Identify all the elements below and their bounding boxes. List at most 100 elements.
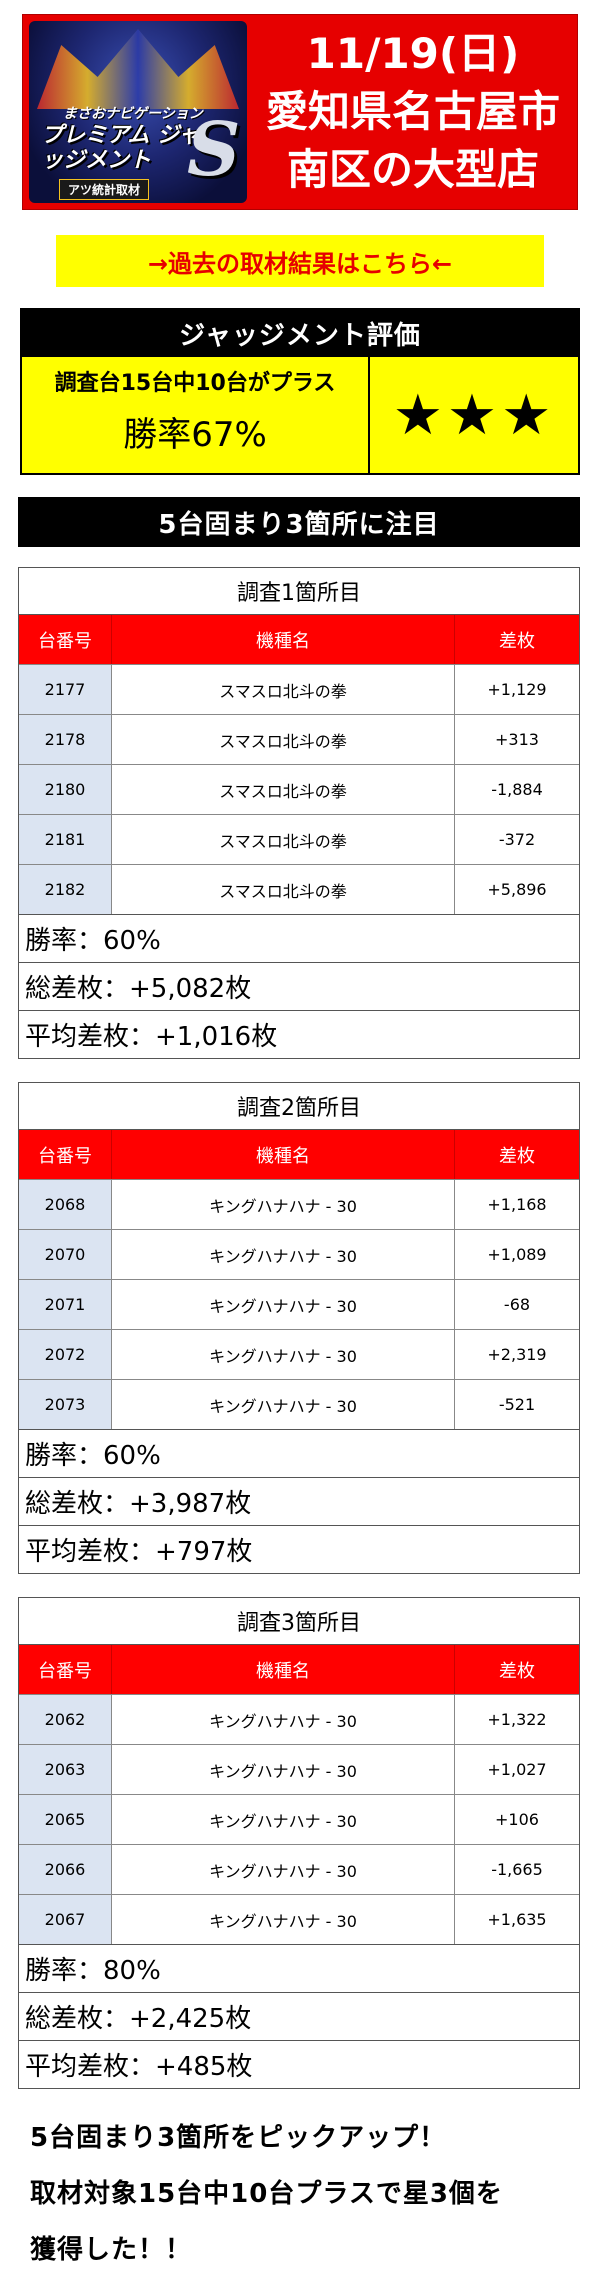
- model-name: キングハナハナ - 30: [112, 1895, 455, 1944]
- machine-no: 2070: [19, 1230, 112, 1279]
- machine-no: 2071: [19, 1280, 112, 1329]
- model-name: キングハナハナ - 30: [112, 1180, 455, 1229]
- win-rate: 勝率：80%: [19, 1944, 579, 1992]
- diff-value: +5,896: [487, 880, 547, 899]
- table-row: 2065 キングハナハナ - 30 +106: [19, 1794, 579, 1844]
- model-name: スマスロ北斗の拳: [112, 665, 455, 714]
- diff-value: -521: [498, 1395, 536, 1414]
- model-name: キングハナハナ - 30: [112, 1795, 455, 1844]
- judgement-box: ジャッジメント評価 調査台15台中10台がプラス 勝率67% ★★★: [20, 308, 580, 475]
- model-name: キングハナハナ - 30: [112, 1280, 455, 1329]
- judgement-summary: 調査台15台中10台がプラス: [54, 371, 336, 396]
- survey-block-2: 調査2箇所目 台番号 機種名 差枚 2068 キングハナハナ - 30 +1,168…: [18, 1082, 580, 1574]
- survey-title: 調査2箇所目: [19, 1083, 579, 1130]
- win-rate: 勝率：60%: [19, 914, 579, 962]
- table-row: 2178 スマスロ北斗の拳 +313: [19, 714, 579, 764]
- machine-no: 2073: [19, 1380, 112, 1429]
- table-header: 台番号 機種名 差枚: [19, 1645, 579, 1694]
- total-diff: 総差枚：+2,425枚: [19, 1992, 579, 2040]
- col-model: 機種名: [112, 1645, 455, 1694]
- diff-value: +313: [495, 730, 539, 749]
- judgement-win-rate: 勝率67%: [123, 415, 267, 455]
- win-rate: 勝率：60%: [19, 1429, 579, 1477]
- average-diff: 平均差枚：+1,016枚: [19, 1010, 579, 1058]
- col-diff: 差枚: [499, 1145, 535, 1167]
- header-banner: まさおナビゲーション プレミアム ジャッジメント S アツ統計取材 11/19(…: [22, 14, 578, 210]
- star-rating: ★★★: [370, 357, 578, 473]
- model-name: キングハナハナ - 30: [112, 1745, 455, 1794]
- machine-no: 2065: [19, 1795, 112, 1844]
- model-name: スマスロ北斗の拳: [112, 765, 455, 814]
- summary-line-2: 取材対象15台中10台プラスで星3個を: [30, 2179, 503, 2209]
- col-diff: 差枚: [499, 630, 535, 652]
- machine-no: 2068: [19, 1180, 112, 1229]
- table-row: 2072 キングハナハナ - 30 +2,319: [19, 1329, 579, 1379]
- model-name: スマスロ北斗の拳: [112, 865, 455, 914]
- diff-value: +1,168: [487, 1195, 547, 1214]
- model-name: キングハナハナ - 30: [112, 1845, 455, 1894]
- table-row: 2063 キングハナハナ - 30 +1,027: [19, 1744, 579, 1794]
- header-text: 11/19(日) 愛知県名古屋市 南区の大型店: [253, 25, 573, 199]
- logo-tag: アツ統計取材: [59, 179, 150, 200]
- table-row: 2182 スマスロ北斗の拳 +5,896: [19, 864, 579, 914]
- model-name: スマスロ北斗の拳: [112, 715, 455, 764]
- col-model: 機種名: [112, 1130, 455, 1179]
- location-line-1: 愛知県名古屋市: [265, 87, 560, 136]
- table-row: 2068 キングハナハナ - 30 +1,168: [19, 1179, 579, 1229]
- machine-no: 2063: [19, 1745, 112, 1794]
- diff-value: +1,089: [487, 1245, 547, 1264]
- table-row: 2070 キングハナハナ - 30 +1,089: [19, 1229, 579, 1279]
- machine-no: 2182: [19, 865, 112, 914]
- diff-value: -372: [498, 830, 536, 849]
- diff-value: +1,322: [487, 1710, 547, 1729]
- summary-line-1: 5台固まり3箇所をピックアップ！: [30, 2123, 447, 2153]
- logo-title: プレミアム ジャッジメント: [41, 123, 201, 173]
- judgement-body: 調査台15台中10台がプラス 勝率67% ★★★: [22, 357, 578, 473]
- event-date: 11/19(日): [306, 29, 520, 78]
- diff-value: +1,129: [487, 680, 547, 699]
- average-diff: 平均差枚：+797枚: [19, 1525, 579, 1573]
- machine-no: 2066: [19, 1845, 112, 1894]
- total-diff: 総差枚：+5,082枚: [19, 962, 579, 1010]
- machine-no: 2067: [19, 1895, 112, 1944]
- col-model: 機種名: [112, 615, 455, 664]
- table-row: 2073 キングハナハナ - 30 -521: [19, 1379, 579, 1429]
- section-header: 5台固まり3箇所に注目: [18, 497, 580, 547]
- past-results-link[interactable]: →過去の取材結果はこちら←: [56, 235, 544, 287]
- model-name: キングハナハナ - 30: [112, 1230, 455, 1279]
- premium-judgement-logo: まさおナビゲーション プレミアム ジャッジメント S アツ統計取材: [29, 21, 247, 203]
- survey-title: 調査1箇所目: [19, 568, 579, 615]
- diff-value: +2,319: [487, 1345, 547, 1364]
- diff-value: +1,635: [487, 1910, 547, 1929]
- table-row: 2180 スマスロ北斗の拳 -1,884: [19, 764, 579, 814]
- machine-no: 2180: [19, 765, 112, 814]
- logo-letter: S: [187, 107, 241, 193]
- table-header: 台番号 機種名 差枚: [19, 1130, 579, 1179]
- diff-value: -1,884: [491, 780, 543, 799]
- table-row: 2181 スマスロ北斗の拳 -372: [19, 814, 579, 864]
- survey-block-3: 調査3箇所目 台番号 機種名 差枚 2062 キングハナハナ - 30 +1,322…: [18, 1597, 580, 2089]
- summary-line-3: 獲得した！！: [30, 2235, 193, 2265]
- diff-value: -1,665: [491, 1860, 543, 1879]
- survey-block-1: 調査1箇所目 台番号 機種名 差枚 2177 スマスロ北斗の拳 +1,129 217…: [18, 567, 580, 1059]
- table-header: 台番号 機種名 差枚: [19, 615, 579, 664]
- model-name: キングハナハナ - 30: [112, 1380, 455, 1429]
- col-machine-no: 台番号: [19, 1130, 112, 1179]
- table-row: 2066 キングハナハナ - 30 -1,665: [19, 1844, 579, 1894]
- machine-no: 2177: [19, 665, 112, 714]
- model-name: スマスロ北斗の拳: [112, 815, 455, 864]
- diff-value: -68: [503, 1295, 531, 1314]
- diff-value: +1,027: [487, 1760, 547, 1779]
- survey-title: 調査3箇所目: [19, 1598, 579, 1645]
- total-diff: 総差枚：+3,987枚: [19, 1477, 579, 1525]
- model-name: キングハナハナ - 30: [112, 1330, 455, 1379]
- logo-wings-graphic: [37, 29, 239, 109]
- summary-text: 5台固まり3箇所をピックアップ！ 取材対象15台中10台プラスで星3個を 獲得し…: [30, 2110, 590, 2278]
- table-row: 2177 スマスロ北斗の拳 +1,129: [19, 664, 579, 714]
- judgement-title: ジャッジメント評価: [22, 310, 578, 357]
- logo-subtitle: まさおナビゲーション: [63, 106, 203, 122]
- machine-no: 2062: [19, 1695, 112, 1744]
- machine-no: 2178: [19, 715, 112, 764]
- average-diff: 平均差枚：+485枚: [19, 2040, 579, 2088]
